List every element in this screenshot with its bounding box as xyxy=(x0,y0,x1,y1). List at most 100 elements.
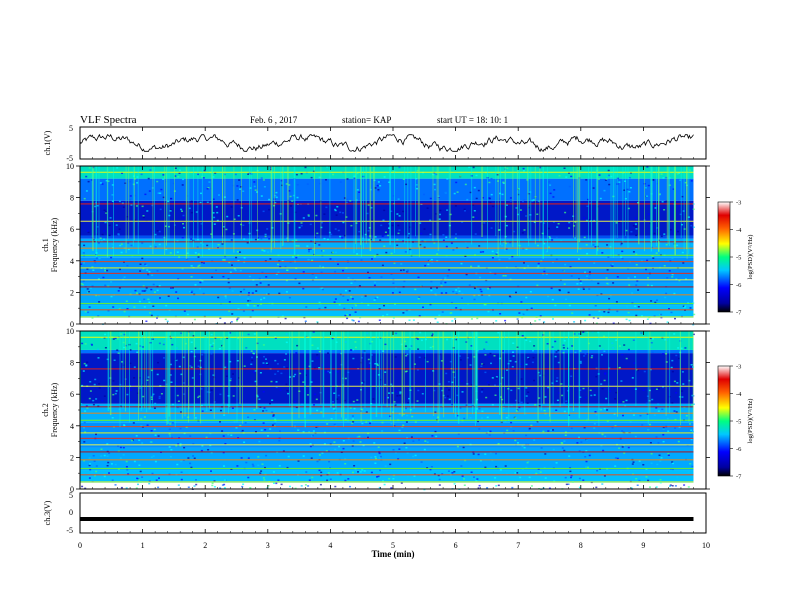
spectrogram-speckle xyxy=(412,440,415,442)
spectrogram-speckle xyxy=(351,415,354,417)
spectrogram-speckle xyxy=(285,279,288,282)
spectrogram-speckle xyxy=(275,240,278,242)
spectrogram-speckle xyxy=(650,368,652,371)
spectrogram-speckle xyxy=(606,175,609,177)
spectrogram-speckle xyxy=(604,179,607,181)
spectrogram-sferic xyxy=(257,166,258,241)
spectrogram-speckle xyxy=(383,209,386,212)
spectrogram-speckle xyxy=(112,380,115,382)
spectrogram-speckle xyxy=(374,363,377,365)
spectrogram-speckle xyxy=(545,251,548,253)
spectrogram-speckle xyxy=(119,268,121,271)
spectrogram-speckle xyxy=(625,399,628,402)
spectrogram-speckle xyxy=(464,459,467,462)
spectrogram-speckle xyxy=(455,181,458,184)
spectrogram-speckle xyxy=(400,269,402,272)
spectrogram-speckle xyxy=(217,296,220,299)
spectrogram-speckle xyxy=(459,407,462,409)
spectrogram-speckle xyxy=(496,252,499,254)
spectrogram-speckle xyxy=(452,249,455,251)
spectrogram-speckle xyxy=(285,383,288,386)
spectrogram-speckle xyxy=(265,358,267,360)
spectrogram-speckle xyxy=(285,183,288,185)
spectrogram-speckle xyxy=(497,484,500,487)
spectrogram-speckle xyxy=(540,447,543,449)
spectrogram-speckle xyxy=(130,389,132,391)
spectrogram-speckle xyxy=(611,263,614,266)
spectrogram-speckle xyxy=(224,443,227,445)
spectrogram-speckle xyxy=(89,287,92,289)
spectrogram-speckle xyxy=(219,475,222,478)
spectrogram-speckle xyxy=(414,454,417,457)
spectrogram-speckle xyxy=(85,405,88,407)
spectrogram-speckle xyxy=(573,321,576,323)
spectrogram-tone-line xyxy=(80,294,694,296)
spectrogram-speckle xyxy=(624,180,626,182)
spectrogram-speckle xyxy=(177,297,179,300)
spectrogram-speckle xyxy=(133,366,136,368)
spectrogram-speckle xyxy=(546,343,549,345)
spectrogram-speckle xyxy=(168,433,171,435)
spectrogram-speckle xyxy=(318,469,321,472)
spectrogram-sferic xyxy=(347,331,349,422)
spectrogram-speckle xyxy=(521,469,524,471)
spectrogram-speckle xyxy=(121,172,123,174)
spectrogram-speckle xyxy=(580,441,583,443)
spectrogram-sferic xyxy=(549,331,550,417)
spectrogram-speckle xyxy=(162,196,165,199)
spectrogram-speckle xyxy=(675,392,678,394)
spectrogram-sferic xyxy=(549,331,551,423)
spectrogram-speckle xyxy=(265,409,268,412)
spectrogram-tone-line xyxy=(80,272,694,274)
spectrogram-speckle xyxy=(552,429,554,431)
spectrogram-speckle xyxy=(677,440,680,443)
spectrogram-speckle xyxy=(515,207,518,209)
spectrogram-speckle xyxy=(561,447,564,449)
spectrogram-speckle xyxy=(651,246,654,249)
spectrogram-sferic xyxy=(669,331,671,414)
spectrogram-speckle xyxy=(323,237,326,240)
spectrogram-ytick-label: 6 xyxy=(70,225,74,234)
spectrogram-speckle xyxy=(275,386,278,389)
spectrogram-speckle xyxy=(669,485,671,487)
spectrogram-speckle xyxy=(519,476,522,479)
spectrogram-speckle xyxy=(85,190,88,192)
spectrogram-speckle xyxy=(199,281,202,284)
spectrogram-speckle xyxy=(304,166,307,169)
spectrogram-speckle xyxy=(180,373,183,376)
spectrogram-speckle xyxy=(451,478,454,481)
spectrogram-speckle xyxy=(116,338,119,340)
spectrogram-speckle xyxy=(344,377,347,380)
spectrogram-speckle xyxy=(339,211,342,214)
spectrogram-speckle xyxy=(169,210,172,212)
spectrogram-speckle xyxy=(136,292,138,294)
spectrogram-speckle xyxy=(606,409,609,411)
spectrogram-speckle xyxy=(132,383,135,386)
spectrogram-speckle xyxy=(431,333,434,335)
spectrogram-speckle xyxy=(512,342,515,344)
spectrogram-speckle xyxy=(547,227,550,230)
spectrogram-speckle xyxy=(691,465,694,468)
spectrogram-speckle xyxy=(649,322,652,325)
spectrogram-speckle xyxy=(627,207,630,210)
spectrogram-speckle xyxy=(153,428,156,431)
spectrogram-speckle xyxy=(614,457,617,459)
spectrogram-speckle xyxy=(101,400,104,402)
spectrogram-speckle xyxy=(515,399,517,402)
spectrogram-speckle xyxy=(484,371,487,374)
spectrogram-speckle xyxy=(97,278,100,280)
spectrogram-speckle xyxy=(512,430,515,432)
spectrogram-speckle xyxy=(505,242,507,245)
spectrogram-speckle xyxy=(119,446,122,449)
spectrogram-speckle xyxy=(266,228,269,230)
spectrogram-speckle xyxy=(596,470,599,472)
spectrogram-speckle xyxy=(362,444,365,447)
spectrogram-speckle xyxy=(525,434,528,437)
spectrogram-speckle xyxy=(89,468,92,471)
spectrogram-sferic xyxy=(407,166,409,255)
spectrogram-speckle xyxy=(277,370,279,373)
spectrogram-speckle xyxy=(464,183,467,186)
spectrogram-speckle xyxy=(101,233,104,236)
spectrogram-speckle xyxy=(568,227,571,229)
spectrogram-speckle xyxy=(388,478,391,480)
